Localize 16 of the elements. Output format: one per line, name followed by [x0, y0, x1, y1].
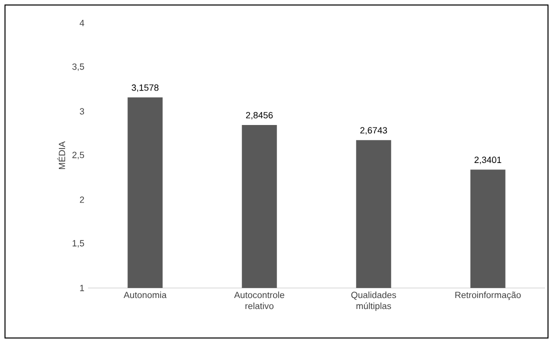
y-tick-label: 2 — [80, 196, 84, 203]
data-label: 2,8456 — [246, 112, 273, 120]
x-tick-label: Qualidades múltiplas — [351, 292, 396, 311]
y-tick-label: 3,5 — [72, 63, 84, 71]
y-axis-title: MÉDIA — [57, 141, 66, 170]
data-label: 2,3401 — [474, 156, 502, 164]
x-tick-label: Retroinformação — [455, 292, 521, 300]
y-tick-label: 4 — [80, 20, 84, 26]
x-tick-label: Autocontrole relativo — [234, 292, 284, 310]
x-tick-label: Autonomia — [124, 292, 167, 298]
y-tick-label: 3 — [80, 108, 84, 115]
data-label: 2,6743 — [360, 127, 387, 135]
data-label: 3,1578 — [132, 84, 158, 92]
y-tick-label: 1 — [80, 284, 84, 292]
y-tick-label: 1,5 — [72, 240, 84, 248]
y-tick-label: 2,5 — [72, 152, 84, 160]
